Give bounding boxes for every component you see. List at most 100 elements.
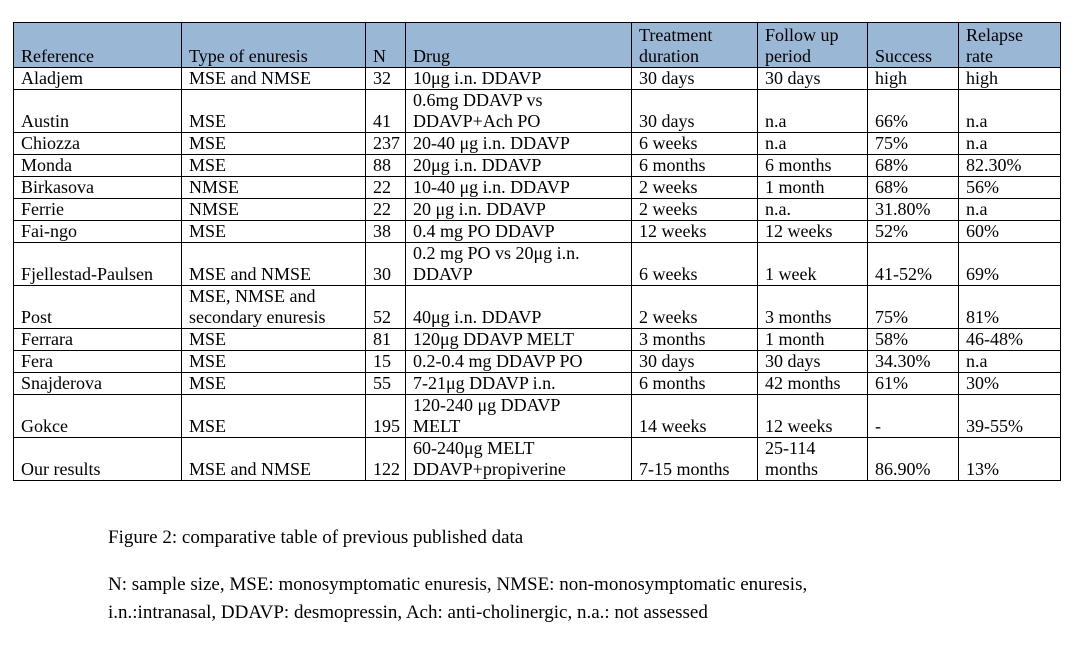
cell-text: Post [21, 307, 53, 327]
cell-text: 122 [373, 459, 400, 479]
cell-text: 30 days [765, 68, 821, 89]
cell-success: 58% [867, 328, 959, 351]
cell-text: Aladjem [21, 68, 83, 89]
cell-text: 3 months [639, 329, 706, 350]
cell-follow-up-period: 3 months [757, 285, 868, 329]
cell-text: 30 days [765, 351, 821, 372]
cell-n: 88 [365, 154, 406, 177]
cell-text: 120-240 μg DDAVP [413, 395, 561, 416]
cell-text: 15 [373, 351, 391, 372]
cell-text: Our results [21, 459, 101, 479]
cell-type-of-enuresis: MSE [181, 328, 366, 351]
cell-text: 46-48% [966, 329, 1023, 350]
cell-text: DDAVP+propiverine [413, 459, 566, 479]
cell-follow-up-period: 30 days [757, 67, 868, 90]
cell-relapse-rate: 82.30% [958, 154, 1061, 177]
cell-follow-up-period: 12 weeks [757, 394, 868, 438]
cell-treatment-duration: 2 weeks [631, 285, 758, 329]
cell-type-of-enuresis: NMSE [181, 176, 366, 199]
cell-text: 30 days [639, 351, 695, 372]
comparison-table: Reference Type of enuresis N Drug Treatment d… [13, 22, 1061, 481]
column-header-text: Follow up [765, 25, 839, 45]
column-header-text: N [373, 46, 386, 66]
cell-drug: 10μg i.n. DDAVP [405, 67, 632, 90]
cell-text: 58% [875, 329, 908, 350]
cell-treatment-duration: 6 months [631, 154, 758, 177]
cell-text: 0.6mg DDAVP vs [413, 90, 543, 111]
cell-text: 0.2 mg PO vs 20μg i.n. [413, 243, 580, 264]
cell-follow-up-period: n.a [757, 89, 868, 133]
cell-treatment-duration: 30 days [631, 350, 758, 373]
cell-relapse-rate: 46-48% [958, 328, 1061, 351]
cell-n: 122 [365, 437, 406, 481]
cell-text: 2 weeks [639, 307, 698, 327]
cell-type-of-enuresis: MSE [181, 220, 366, 243]
cell-text: 20 μg i.n. DDAVP [413, 199, 546, 220]
cell-text: 14 weeks [639, 416, 707, 436]
cell-text: Fai-ngo [21, 221, 77, 242]
cell-text: 0.4 mg PO DDAVP [413, 221, 555, 242]
cell-text: 38 [373, 221, 391, 242]
cell-text: MSE [189, 329, 227, 350]
cell-text: 10μg i.n. DDAVP [413, 68, 542, 89]
table-row: Gokce MSE 195 120-240 μg DDAVP MELT 14 weeks 1… [13, 394, 1061, 438]
cell-text: 30 [373, 264, 391, 284]
cell-follow-up-period: 25-114 months [757, 437, 868, 481]
cell-drug: 20μg i.n. DDAVP [405, 154, 632, 177]
cell-text: 82.30% [966, 155, 1022, 176]
cell-text: 22 [373, 199, 391, 220]
cell-relapse-rate: n.a [958, 132, 1061, 155]
cell-text: 12 weeks [639, 221, 707, 242]
column-header-reference: Reference [13, 22, 182, 68]
cell-text: 12 weeks [765, 416, 833, 436]
cell-reference: Monda [13, 154, 182, 177]
cell-text: MSE [189, 155, 227, 176]
cell-reference: Fjellestad-Paulsen [13, 242, 182, 286]
cell-n: 22 [365, 198, 406, 221]
cell-reference: Post [13, 285, 182, 329]
cell-type-of-enuresis: MSE [181, 89, 366, 133]
cell-text: 7-21μg DDAVP i.n. [413, 373, 556, 394]
table-header: Reference Type of enuresis N Drug Treatment d… [13, 22, 1061, 68]
table-row: Chiozza MSE 237 20-40 μg i.n. DDAVP 6 weeks n… [13, 132, 1061, 155]
cell-text: 20-40 μg i.n. DDAVP [413, 133, 570, 154]
cell-text: MSE [189, 416, 227, 436]
cell-follow-up-period: 42 months [757, 372, 868, 395]
cell-follow-up-period: n.a. [757, 198, 868, 221]
cell-text: 41-52% [875, 264, 932, 284]
table-row: Monda MSE 88 20μg i.n. DDAVP 6 months 6 month… [13, 154, 1061, 177]
cell-success: high [867, 67, 959, 90]
cell-text: Birkasova [21, 177, 94, 198]
cell-treatment-duration: 6 months [631, 372, 758, 395]
cell-text: 0.2-0.4 mg DDAVP PO [413, 351, 583, 372]
cell-text: months [765, 459, 819, 479]
cell-relapse-rate: 39-55% [958, 394, 1061, 438]
cell-text: 56% [966, 177, 999, 198]
cell-text: MSE and NMSE [189, 264, 312, 284]
cell-success: 75% [867, 285, 959, 329]
table-row: Birkasova NMSE 22 10-40 μg i.n. DDAVP 2 week… [13, 176, 1061, 199]
cell-text: 60% [966, 221, 999, 242]
cell-n: 52 [365, 285, 406, 329]
cell-relapse-rate: high [958, 67, 1061, 90]
cell-type-of-enuresis: MSE [181, 372, 366, 395]
cell-text: 10-40 μg i.n. DDAVP [413, 177, 570, 198]
cell-relapse-rate: n.a [958, 198, 1061, 221]
cell-text: 30% [966, 373, 999, 394]
cell-type-of-enuresis: MSE [181, 350, 366, 373]
cell-text: 68% [875, 155, 908, 176]
cell-drug: 0.2 mg PO vs 20μg i.n. DDAVP [405, 242, 632, 286]
cell-text: 60-240μg MELT [413, 438, 535, 459]
table-body: Aladjem MSE and NMSE 32 10μg i.n. DDAVP 30 d… [13, 67, 1061, 481]
cell-success: 41-52% [867, 242, 959, 286]
table-row: Fera MSE 15 0.2-0.4 mg DDAVP PO 30 days 30 da… [13, 350, 1061, 373]
cell-relapse-rate: 30% [958, 372, 1061, 395]
cell-reference: Snajderova [13, 372, 182, 395]
cell-text: 13% [966, 459, 999, 479]
cell-n: 81 [365, 328, 406, 351]
cell-text: 30 days [639, 68, 695, 89]
cell-follow-up-period: 30 days [757, 350, 868, 373]
cell-relapse-rate: 56% [958, 176, 1061, 199]
cell-drug: 0.6mg DDAVP vs DDAVP+Ach PO [405, 89, 632, 133]
